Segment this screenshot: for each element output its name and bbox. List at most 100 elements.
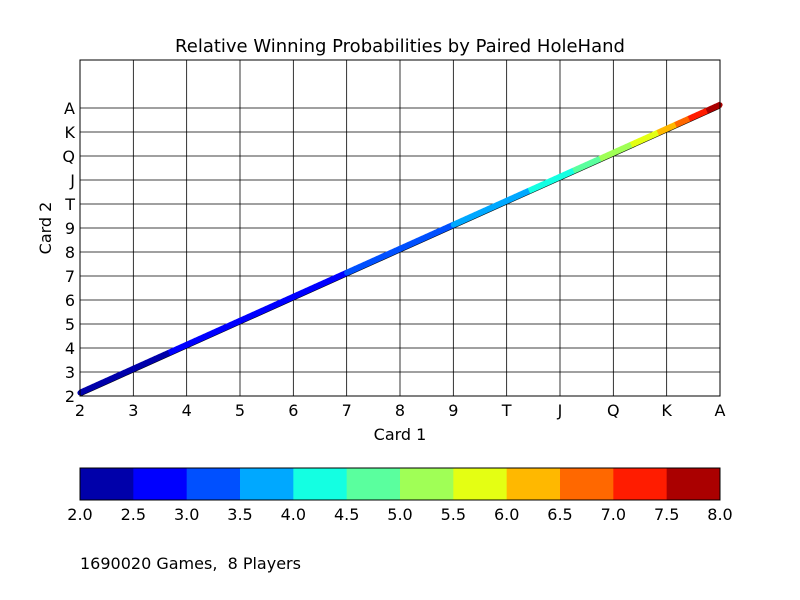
colorbar-swatch-4 [293, 468, 348, 500]
series-segment-3-4-9 [172, 345, 180, 354]
series-segment-3-4-4 [149, 355, 158, 364]
series-segment-K-A-8 [700, 107, 709, 116]
series-segment-6-7-9 [332, 273, 340, 282]
series-segment-5-6-4 [256, 307, 265, 316]
colorbar-tick-label-11: 7.5 [654, 505, 679, 524]
colorbar-tick-label-1: 2.5 [121, 505, 146, 524]
series-segment-7-8-6 [372, 255, 380, 264]
series-segment-J-Q-7 [589, 157, 598, 166]
series-segment-7-8-2 [354, 263, 362, 272]
series-segment-5-6-3 [252, 309, 260, 318]
series-segment-3-4-8 [167, 347, 176, 356]
series-segment-2-3-10 [123, 367, 131, 376]
colorbar-swatch-8 [506, 468, 561, 500]
series-segment-Q-K-5 [634, 137, 642, 146]
colorbar-swatch-3 [240, 468, 294, 500]
series-segment-6-7-6 [318, 279, 327, 288]
y-tick-label-A: A [64, 99, 75, 118]
colorbar-swatch-10 [613, 468, 668, 500]
series-segment-2-3-8 [114, 371, 122, 380]
series-line [77, 101, 723, 396]
series-segment-4-5-5 [207, 329, 216, 338]
series-segment-6-7-8 [327, 275, 336, 284]
series-segment-6-7-1 [296, 289, 305, 298]
colorbar-tick-label-3: 3.5 [227, 505, 252, 524]
series-segment-6-7-10 [336, 271, 345, 280]
series-segment-J-Q-4 [576, 163, 585, 172]
y-tick-label-4: 4 [65, 339, 75, 358]
series-segment-8-9-5 [420, 233, 429, 242]
series-segment-J-Q-1 [563, 169, 571, 178]
series-segment-Q-K-7 [643, 133, 651, 142]
series-segment-T-J-5 [527, 185, 536, 194]
series-segment-2-3-2 [87, 383, 96, 392]
y-tick-label-6: 6 [65, 291, 75, 310]
colorbar-frame [79, 467, 721, 501]
x-tick-label-6: 6 [288, 401, 298, 420]
series-segment-8-9-2 [407, 239, 416, 248]
series-segment-2-3-3 [92, 381, 100, 390]
series-segment-K-A-2 [674, 119, 682, 128]
y-tick-label-3: 3 [65, 363, 75, 382]
series-segment-4-5-10 [229, 319, 238, 328]
series-segment-Q-K-1 [616, 145, 625, 154]
colorbar-tick-label-12: 8.0 [707, 505, 732, 524]
series-segment-3-4-3 [145, 357, 153, 366]
series-segment-4-5-9 [225, 321, 233, 330]
colorbar [79, 467, 721, 501]
series-segment-9-T-5 [474, 209, 482, 218]
colorbar-tick-label-4: 4.0 [281, 505, 306, 524]
colorbar-tick-label-5: 4.5 [334, 505, 359, 524]
y-tick-label-Q: Q [62, 147, 75, 166]
x-tick-label-3: 3 [128, 401, 138, 420]
x-tick-label-9: 9 [448, 401, 458, 420]
y-tick-label-8: 8 [65, 243, 75, 262]
x-tick-label-8: 8 [395, 401, 405, 420]
series-segment-8-9-9 [438, 225, 447, 234]
series-segment-7-8-7 [376, 253, 385, 262]
series-segment-T-J-4 [523, 187, 531, 196]
series-segment-4-5-8 [220, 323, 229, 332]
series-point-4 [184, 342, 190, 348]
series-segment-J-Q-10 [603, 151, 611, 160]
colorbar-tick-label-8: 6.0 [494, 505, 519, 524]
series-segment-8-9-10 [443, 223, 451, 232]
series-segment-7-8-4 [363, 259, 371, 268]
y-tick-label-9: 9 [65, 219, 75, 238]
series-point-9 [450, 222, 456, 228]
x-tick-label-J: J [557, 401, 563, 420]
series-segment-T-J-1 [509, 193, 518, 202]
footer-note: 1690020 Games, 8 Players [80, 554, 301, 573]
series-segment-4-5-6 [212, 327, 220, 336]
colorbar-tick-labels: 2.0 2.5 3.0 3.5 4.0 4.5 5.0 5.5 6.0 6.5 7.0 7.5 8.0 [67, 505, 732, 524]
colorbar-swatch-0 [80, 468, 134, 500]
series-segment-Q-K-9 [652, 129, 660, 138]
colorbar-tick-label-9: 6.5 [547, 505, 572, 524]
series-segment-3-4-2 [140, 359, 149, 368]
series-segment-5-6-5 [260, 305, 269, 314]
series-segment-9-T-10 [496, 199, 505, 208]
series-segment-J-Q-2 [567, 167, 576, 176]
x-tick-label-T: T [501, 401, 512, 420]
series-segment-8-9-7 [429, 229, 438, 238]
y-tick-label-5: 5 [65, 315, 75, 334]
series-segment-3-4-6 [158, 351, 167, 360]
series-segment-6-7-2 [300, 287, 309, 296]
y-axis-label: Card 2 [36, 202, 55, 255]
x-tick-labels: 2 3 4 5 6 7 8 9 T J Q K A [75, 401, 726, 420]
series-segment-9-T-6 [478, 207, 487, 216]
series-segment-7-8-1 [349, 265, 358, 274]
series-segment-Q-K-2 [620, 143, 629, 152]
x-tick-label-7: 7 [342, 401, 352, 420]
series-segment-5-6-8 [274, 299, 282, 308]
series-segment-3-4-10 [176, 343, 185, 352]
series-segment-K-A-9 [705, 105, 713, 114]
series-segment-T-J-2 [514, 191, 522, 200]
series-segment-9-T-7 [483, 205, 491, 214]
series-segment-5-6-1 [243, 313, 251, 322]
series-segment-8-9-1 [403, 241, 411, 250]
colorbar-swatch-6 [400, 468, 454, 500]
series-segment-Q-K-6 [638, 135, 647, 144]
series-segment-K-A-10 [709, 103, 718, 112]
